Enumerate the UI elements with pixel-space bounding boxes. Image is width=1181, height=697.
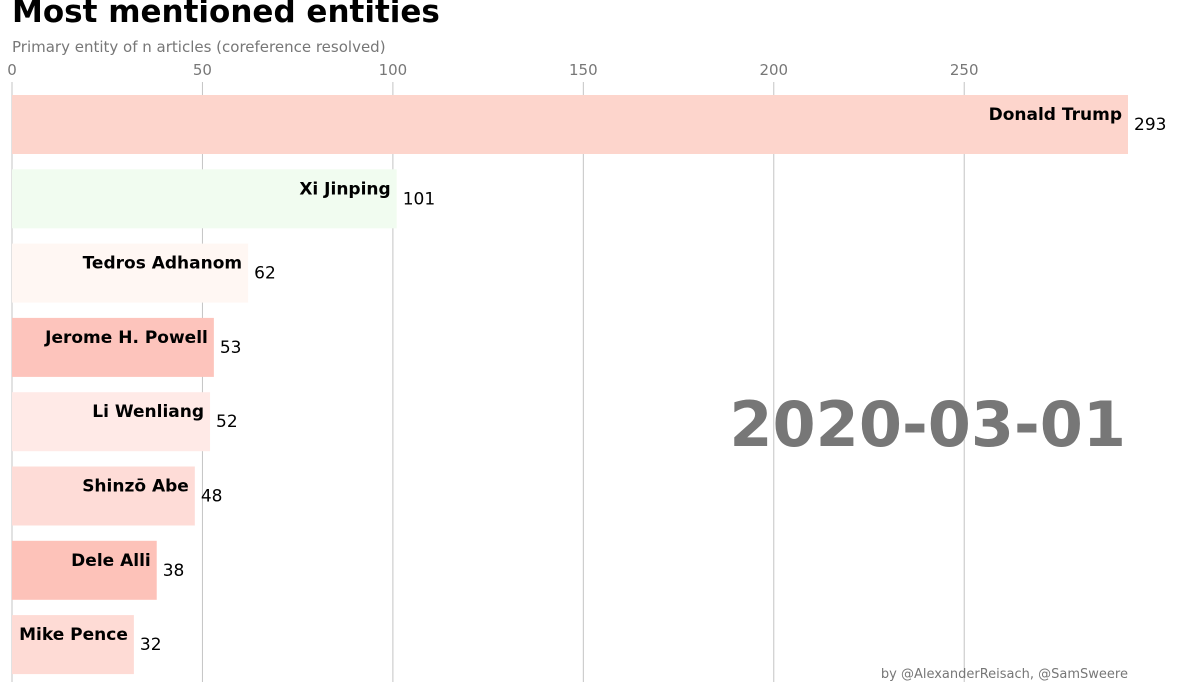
x-tick-label: 250 bbox=[950, 61, 979, 79]
chart-title: Most mentioned entities bbox=[12, 0, 440, 30]
bar-value-label: 101 bbox=[403, 189, 435, 209]
bar-label: Xi Jinping bbox=[299, 179, 390, 199]
date-label: 2020-03-01 bbox=[729, 388, 1126, 461]
x-tick-label: 150 bbox=[569, 61, 598, 79]
bar bbox=[12, 540, 157, 600]
credit-text: by @AlexanderReisach, @SamSweere bbox=[880, 667, 1128, 682]
bar-label: Donald Trump bbox=[989, 105, 1122, 125]
x-tick-label: 200 bbox=[759, 61, 788, 79]
bars: Donald Trump 293 Xi Jinping 101 Tedros Adhan… bbox=[12, 95, 1166, 675]
x-tick-label: 0 bbox=[7, 61, 17, 79]
bar bbox=[12, 392, 211, 452]
bar-value-label: 48 bbox=[201, 487, 223, 507]
bar bbox=[12, 169, 397, 229]
x-tick-label: 50 bbox=[193, 61, 212, 79]
bar-label: Li Wenliang bbox=[92, 402, 204, 422]
bar-label: Dele Alli bbox=[71, 551, 151, 571]
bar-value-label: 32 bbox=[140, 635, 162, 655]
x-tick-label: 100 bbox=[379, 61, 408, 79]
bar bbox=[12, 615, 134, 675]
bar bbox=[12, 466, 195, 526]
bar-label: Mike Pence bbox=[19, 625, 128, 645]
bar-value-label: 38 bbox=[163, 561, 185, 581]
bar bbox=[12, 95, 1128, 154]
bar-value-label: 52 bbox=[216, 412, 238, 432]
chart-subtitle: Primary entity of n articles (coreferenc… bbox=[12, 38, 386, 56]
bar-label: Jerome H. Powell bbox=[44, 328, 208, 348]
bar-value-label: 62 bbox=[254, 264, 276, 284]
bar-value-label: 293 bbox=[1134, 115, 1166, 135]
bar-label: Shinzō Abe bbox=[82, 477, 189, 497]
bar bbox=[12, 243, 249, 303]
bar bbox=[12, 317, 214, 377]
bar-label: Tedros Adhanom bbox=[83, 254, 243, 274]
bar-value-label: 53 bbox=[220, 338, 242, 358]
